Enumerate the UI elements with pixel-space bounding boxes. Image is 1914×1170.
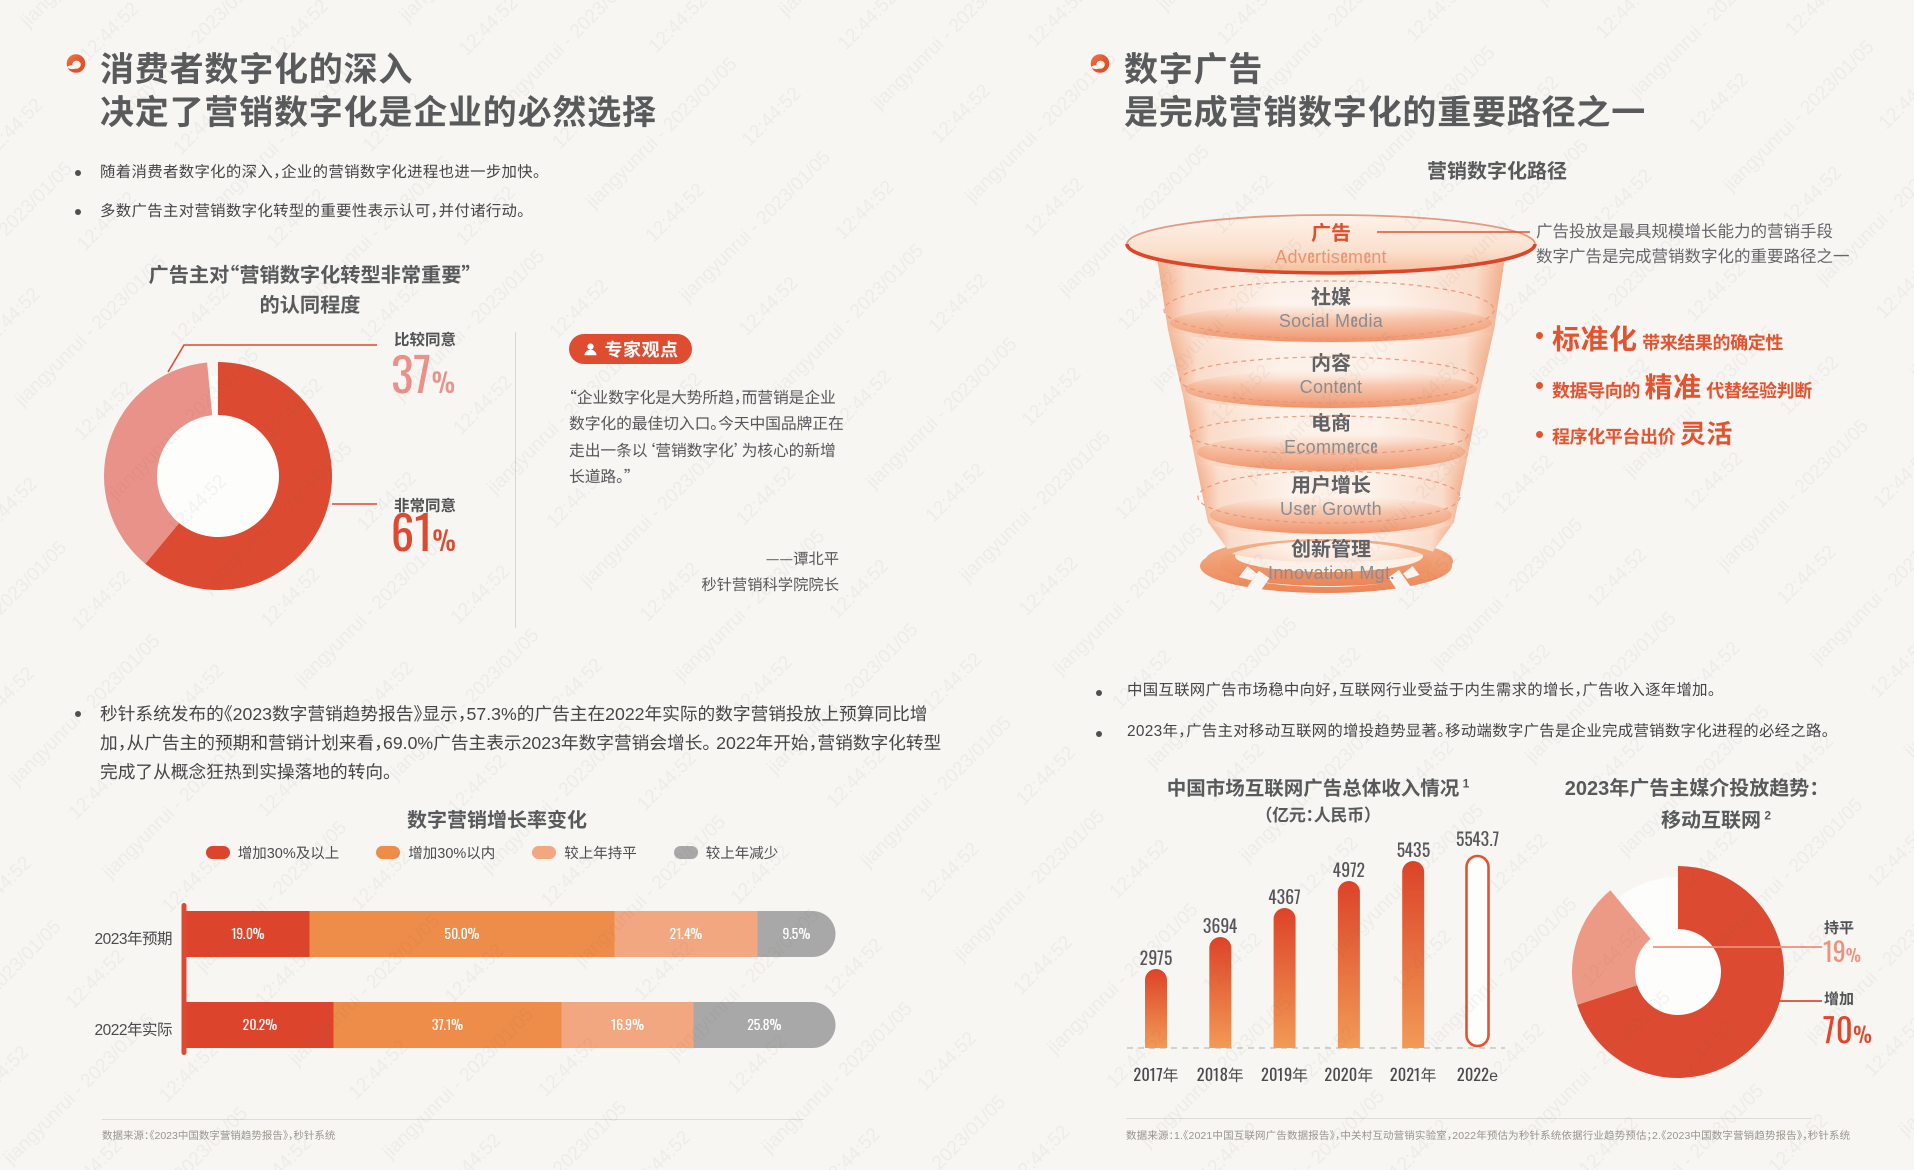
svg-text:4367: 4367 [1268, 884, 1301, 910]
svg-text:5543.7: 5543.7 [1456, 826, 1500, 852]
svg-text:19.0%: 19.0% [231, 923, 265, 943]
svg-text:20.2%: 20.2% [243, 1014, 278, 1034]
svg-text:3694: 3694 [1203, 913, 1238, 939]
svg-text:4972: 4972 [1333, 857, 1365, 883]
svg-text:5435: 5435 [1396, 837, 1429, 863]
svg-text:9.5%: 9.5% [783, 923, 812, 943]
svg-text:50.0%: 50.0% [445, 923, 481, 943]
svg-text:37.1%: 37.1% [432, 1014, 464, 1034]
svg-text:2975: 2975 [1140, 945, 1172, 971]
svg-text:25.8%: 25.8% [747, 1014, 782, 1034]
svg-text:16.9%: 16.9% [611, 1014, 645, 1034]
svg-text:21.4%: 21.4% [670, 923, 704, 943]
